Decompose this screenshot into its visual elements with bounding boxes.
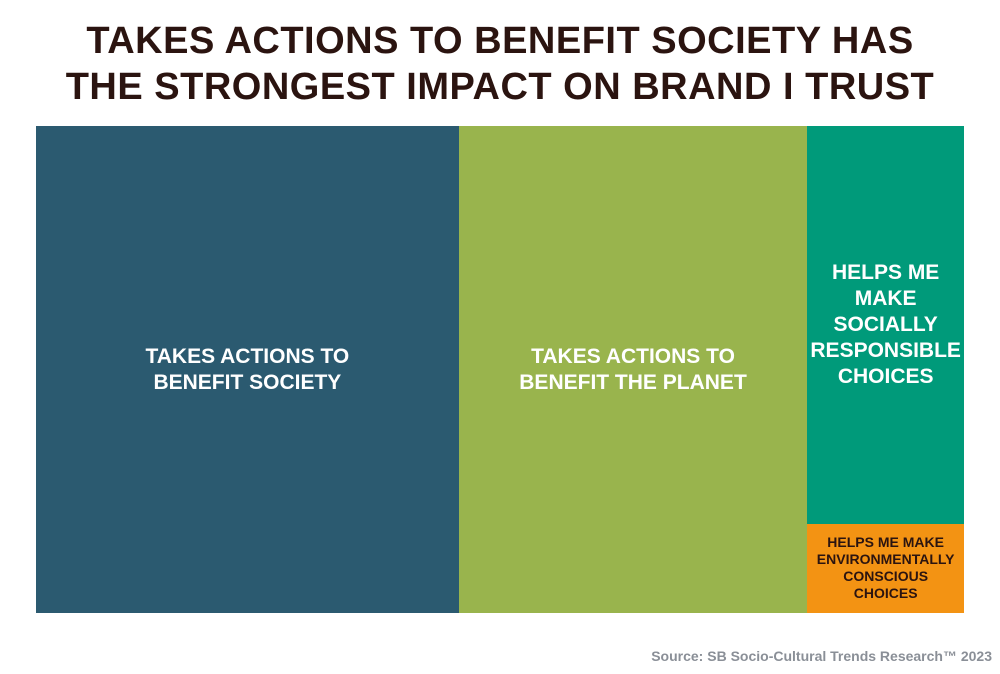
tile-social-choices-label-line: CHOICES xyxy=(837,364,934,388)
tile-environmental-choices: HELPS ME MAKE ENVIRONMENTALLY CONSCIOUS CH… xyxy=(807,523,964,613)
treemap: TAKES ACTIONS TO BENEFIT SOCIETY TAKES ACT… xyxy=(36,126,964,613)
tile-benefit-society: TAKES ACTIONS TO BENEFIT SOCIETY xyxy=(36,126,459,613)
tile-benefit-society-label-line: BENEFIT SOCIETY xyxy=(153,370,342,394)
tile-social-choices-label-line: HELPS ME xyxy=(831,260,940,284)
tile-benefit-planet-label-line: BENEFIT THE PLANET xyxy=(519,370,747,394)
tile-social-choices: HELPS ME MAKE SOCIALLY RESPONSIBLE CHOICES xyxy=(807,126,964,524)
tile-social-choices-label-line: SOCIALLY xyxy=(833,312,938,336)
chart-title-line-2: THE STRONGEST IMPACT ON BRAND I TRUST xyxy=(65,66,935,108)
tile-benefit-planet-label: TAKES ACTIONS TO BENEFIT THE PLANET xyxy=(513,344,753,396)
tile-benefit-planet: TAKES ACTIONS TO BENEFIT THE PLANET xyxy=(458,126,808,613)
tile-social-choices-label-line: MAKE xyxy=(854,286,917,310)
source-note: Source: SB Socio-Cultural Trends Researc… xyxy=(651,648,992,664)
chart-title-line-1: TAKES ACTIONS TO BENEFIT SOCIETY HAS xyxy=(86,20,914,62)
tile-social-choices-label: HELPS ME MAKE SOCIALLY RESPONSIBLE CHOICES xyxy=(804,260,967,390)
tile-environmental-choices-label-line: HELPS ME MAKE xyxy=(827,534,944,551)
tile-environmental-choices-label: HELPS ME MAKE ENVIRONMENTALLY CONSCIOUS CH… xyxy=(807,534,964,602)
tile-environmental-choices-label-line: CONSCIOUS CHOICES xyxy=(843,568,929,602)
tile-environmental-choices-label-line: ENVIRONMENTALLY xyxy=(816,551,955,568)
tile-benefit-planet-label-line: TAKES ACTIONS TO xyxy=(531,344,735,368)
chart-title: TAKES ACTIONS TO BENEFIT SOCIETY HAS THE… xyxy=(0,18,1000,110)
tile-benefit-society-label: TAKES ACTIONS TO BENEFIT SOCIETY xyxy=(139,344,355,396)
tile-benefit-society-label-line: TAKES ACTIONS TO xyxy=(145,344,350,368)
tile-social-choices-label-line: RESPONSIBLE xyxy=(810,338,961,362)
